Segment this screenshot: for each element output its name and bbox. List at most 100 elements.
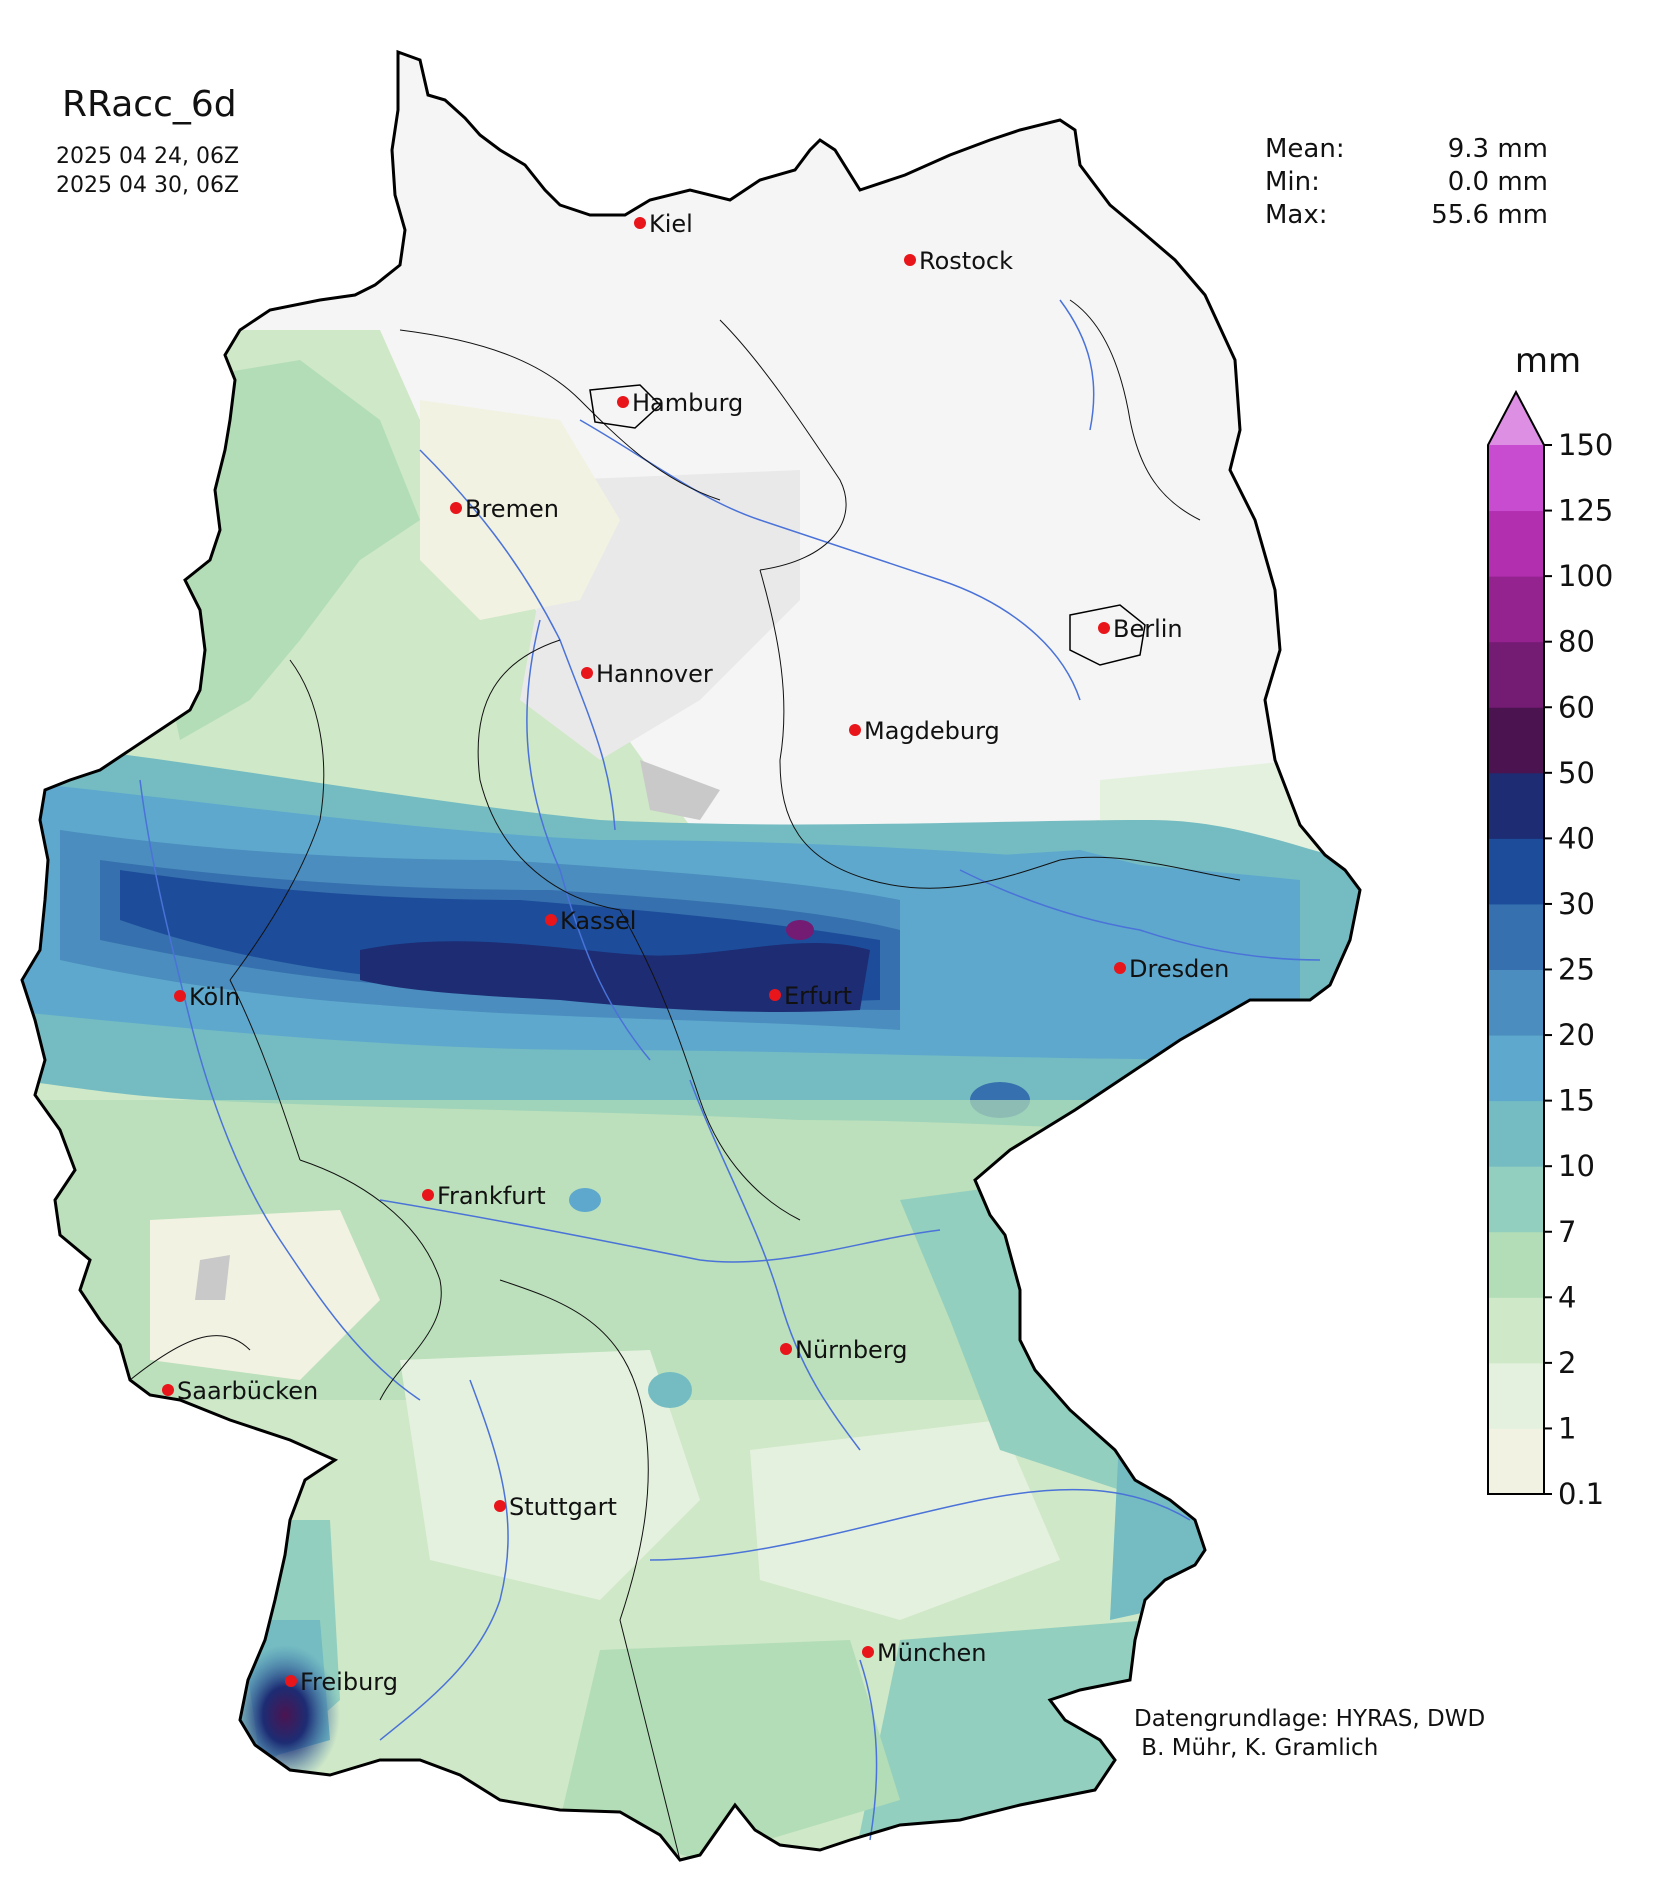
city-label: Stuttgart (509, 1493, 617, 1521)
city-label: Frankfurt (437, 1182, 546, 1210)
city-dot (285, 1675, 297, 1687)
map-title: RRacc_6d (62, 84, 237, 125)
colorbar-swatch (1488, 641, 1544, 708)
city-dot (174, 990, 186, 1002)
city-marker: Bremen (450, 495, 559, 523)
colorbar-tick-label: 15 (1558, 1084, 1595, 1118)
colorbar: mm 0.1 1 2 4 7 10 15 20 25 30 40 50 60 80 100 125 150 (1487, 341, 1613, 1511)
stat-value-mean: 9.3 mm (1448, 134, 1548, 164)
city-label: Köln (189, 983, 240, 1011)
city-marker: Kassel (545, 907, 636, 935)
colorbar-swatch (1488, 707, 1544, 774)
colorbar-unit: mm (1515, 341, 1581, 381)
city-dot (617, 396, 629, 408)
stat-label-max: Max: (1265, 200, 1328, 230)
city-label: Berlin (1113, 615, 1183, 643)
city-dot (769, 989, 781, 1001)
stat-value-max: 55.6 mm (1431, 200, 1548, 230)
colorbar-swatch (1488, 969, 1544, 1036)
hamburg-border (589, 384, 662, 429)
colorbar-tick-label: 20 (1558, 1018, 1595, 1052)
city-dot (904, 254, 916, 266)
stat-label-mean: Mean: (1265, 134, 1345, 164)
city-marker: München (862, 1639, 987, 1667)
city-marker: Freiburg (285, 1668, 398, 1696)
colorbar-tick-label: 2 (1558, 1346, 1576, 1380)
colorbar-swatch (1488, 1035, 1544, 1102)
city-marker: Nürnberg (780, 1336, 908, 1364)
rivers (139, 299, 1321, 1841)
city-marker: Kiel (634, 210, 693, 238)
city-dot (581, 667, 593, 679)
city-dot (849, 724, 861, 736)
colorbar-swatches (1487, 389, 1545, 1495)
stat-label-min: Min: (1265, 167, 1320, 197)
state-borders (129, 299, 1241, 1861)
precip-field (22, 300, 1360, 1860)
colorbar-tick-label: 50 (1558, 756, 1595, 790)
city-dot (1114, 962, 1126, 974)
city-marker: Köln (174, 983, 240, 1011)
start-date: 2025 04 24, 06Z (56, 144, 239, 169)
city-marker: Dresden (1114, 955, 1229, 983)
colorbar-swatch (1488, 576, 1544, 643)
city-marker: Saarbücken (162, 1377, 318, 1405)
colorbar-swatch (1488, 1231, 1544, 1298)
city-marker: Hannover (581, 660, 713, 688)
city-label: Rostock (919, 247, 1013, 275)
colorbar-swatch (1488, 1428, 1544, 1495)
colorbar-swatch (1488, 903, 1544, 970)
city-dot (545, 914, 557, 926)
colorbar-tick-label: 1 (1558, 1411, 1576, 1445)
colorbar-tick-label: 60 (1558, 690, 1595, 724)
city-marker: Frankfurt (422, 1182, 546, 1210)
colorbar-outline (1487, 389, 1545, 1495)
city-marker: Rostock (904, 247, 1013, 275)
colorbar-tick-label: 4 (1558, 1280, 1576, 1314)
colorbar-tick-label: 7 (1558, 1215, 1576, 1249)
germany-map: Kiel Rostock Hamburg Bremen Berlin Hannover Ma… (20, 50, 1362, 1862)
city-label: Saarbücken (177, 1377, 318, 1405)
colorbar-tick-label: 80 (1558, 625, 1595, 659)
colorbar-tick-label: 40 (1558, 821, 1595, 855)
stats-panel: Mean: 9.3 mm Min: 0.0 mm Max: 55.6 mm (1265, 134, 1548, 230)
colorbar-swatch (1488, 445, 1544, 512)
city-label: Hamburg (632, 389, 743, 417)
colorbar-swatch (1488, 838, 1544, 905)
colorbar-tick-label: 150 (1558, 428, 1613, 462)
colorbar-swatch (1488, 1297, 1544, 1364)
city-marker: Erfurt (769, 982, 852, 1010)
city-marker: Magdeburg (849, 717, 1000, 745)
cities-layer: Kiel Rostock Hamburg Bremen Berlin Hannover Ma… (162, 210, 1229, 1696)
berlin-border (1069, 604, 1146, 666)
city-dot (634, 217, 646, 229)
city-label: Freiburg (300, 1668, 398, 1696)
colorbar-tick-label: 100 (1558, 559, 1613, 593)
colorbar-tick-label: 30 (1558, 887, 1595, 921)
city-label: Hannover (596, 660, 713, 688)
colorbar-tick-label: 0.1 (1558, 1477, 1604, 1511)
city-dot (162, 1384, 174, 1396)
city-label: München (877, 1639, 987, 1667)
city-label: Kiel (649, 210, 693, 238)
city-label: Erfurt (784, 982, 852, 1010)
colorbar-tick-label: 25 (1558, 953, 1595, 987)
stat-value-min: 0.0 mm (1448, 167, 1548, 197)
city-marker: Hamburg (617, 389, 743, 417)
credit-line-2: B. Mühr, K. Gramlich (1134, 1735, 1378, 1761)
colorbar-extend-arrow (1488, 392, 1544, 445)
city-label: Bremen (465, 495, 559, 523)
city-dot (494, 1500, 506, 1512)
colorbar-swatch (1488, 510, 1544, 577)
colorbar-swatch (1488, 1166, 1544, 1233)
city-marker: Stuttgart (494, 1493, 617, 1521)
city-dot (1098, 622, 1110, 634)
city-label: Kassel (560, 907, 636, 935)
city-marker: Berlin (1098, 615, 1183, 643)
colorbar-tick-label: 10 (1558, 1149, 1595, 1183)
colorbar-swatch (1488, 772, 1544, 839)
city-label: Dresden (1129, 955, 1229, 983)
end-date: 2025 04 30, 06Z (56, 173, 239, 198)
city-dot (450, 502, 462, 514)
colorbar-swatch (1488, 1362, 1544, 1429)
